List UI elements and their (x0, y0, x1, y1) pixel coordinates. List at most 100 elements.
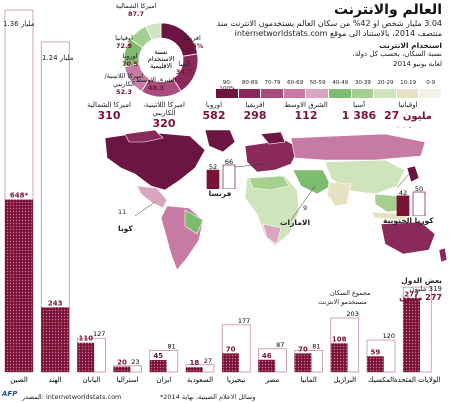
country-label: البرازيل (333, 376, 356, 384)
legend-subtitle: نسبة السكان، بحسب كل دولة، (352, 50, 442, 58)
cuba-value: 11 (118, 208, 127, 216)
china-pop-label: 1.36 مليار (3, 20, 35, 28)
users-bar (41, 307, 70, 372)
country-label: المانيا (300, 376, 317, 384)
population-bar-label: 81 (167, 342, 175, 350)
users-bar-label: 277 (404, 290, 419, 298)
scale-label: 0-9 (426, 80, 436, 86)
korea-label: كوريا الجنوبية (383, 216, 434, 225)
scale-label: 50-59 (309, 80, 326, 86)
scale-swatch (216, 89, 238, 98)
donut-labels: اميركا الشمالية 87.7 اوقيانيا 72.9 اوروبا 70.… (90, 0, 220, 100)
france-block: 52 66 فرنسا (205, 157, 236, 198)
uae-pointer (290, 185, 316, 221)
scale-swatch (238, 89, 261, 98)
inset-bar-value: 66 (225, 158, 233, 166)
scale-swatch (261, 89, 283, 98)
users-bar-label: 243 (48, 299, 63, 307)
region-value: 1 386 (341, 109, 377, 122)
scale-label: 30-39 (354, 80, 371, 86)
scale-label: 40-49 (332, 80, 349, 86)
intro-text: 3.04 مليار شخص او 42% من سكان العالم يست… (216, 19, 442, 38)
footer-note: *وسائل الاعلام الصينية، نهاية 2014 (160, 393, 256, 401)
region-item: آسيا 1 386 (337, 101, 381, 122)
donut-slice-label: آسيا 34.7 (160, 60, 208, 76)
users-bar (186, 367, 203, 372)
uae-label: الامارات (280, 218, 311, 227)
region-value: 320 (152, 117, 176, 130)
users-bar-label: 20 (117, 359, 127, 367)
world-map (85, 128, 450, 273)
donut-chart: نسبة الاستخدام الاقليمية (123, 22, 199, 98)
donut-slice-pct: 34.7 (175, 68, 193, 76)
region-value: 112 (294, 109, 318, 122)
donut-slice-label: اميركا الشمالية 87.7 (112, 2, 160, 18)
bar-legend: بعض الدول 319 مليون 277 مليون (322, 276, 442, 302)
region-item: اميركا الشمالية 310 (85, 101, 133, 122)
users-bar-label: 70 (298, 345, 308, 353)
canada-north-shape (124, 129, 164, 143)
scale-label: 60-69 (287, 80, 304, 86)
scale-label: 70-79 (264, 80, 281, 86)
users-bar (77, 342, 95, 372)
region-item: افريقيا 298 (235, 101, 275, 122)
country-label: الصين (10, 376, 28, 384)
new-zealand-shape (438, 247, 448, 263)
uae-block: الامارات (280, 218, 310, 227)
page-title: العالم والانترنت (333, 2, 442, 18)
cuba-block: 11 كوبا (118, 208, 133, 233)
country-label: استراليا (117, 376, 139, 384)
cuba-label: كوبا (118, 224, 133, 233)
users-value: 277 مليون (399, 293, 442, 302)
population-bar-label: 23 (131, 358, 139, 366)
scale-label: 80-89 (241, 80, 258, 86)
donut-slice-pct: 70.5 (121, 60, 139, 68)
country-label: الولايات المتحدة (394, 376, 441, 384)
europe-shape (244, 139, 300, 173)
users-bar-label: 45 (153, 352, 163, 360)
korea-bars: 42 50 (395, 184, 435, 217)
region-name: اوروبا (205, 101, 223, 109)
region-value: 310 (97, 109, 121, 122)
donut-slice-pct: 48.3 (147, 84, 165, 92)
users-bar-label: 59 (371, 348, 381, 356)
country-label: الهند (49, 376, 62, 384)
bar-legend-header: بعض الدول (401, 276, 442, 285)
population-legend-label: مجموع السكان (330, 289, 371, 297)
users-bar (330, 343, 348, 372)
users-bar-label: 70 (226, 345, 236, 353)
donut-slice-name: اوقيانيا (115, 34, 133, 42)
users-bar (5, 199, 33, 372)
population-bar-label: 27 (204, 357, 212, 365)
scale-swatch (396, 89, 419, 98)
greenland-shape (204, 129, 236, 153)
uae-value: 9 (303, 204, 308, 212)
users-bar-label: 648* (10, 192, 29, 200)
donut-slice-label: افريقيا 26.5% (168, 34, 216, 50)
inset-bar-value: 52 (209, 163, 217, 171)
donut-slice-name: اميركا اللاتينية/ الكاريبي (104, 72, 144, 88)
region-name: اوقيانيا (398, 101, 418, 109)
korea-block: 42 50 كوريا الجنوبية (383, 184, 435, 225)
users-bar (294, 353, 312, 372)
india-pop-label: 1.24 مليار (42, 54, 74, 62)
south-africa-shape (262, 223, 282, 245)
region-name: افريقيا (245, 101, 265, 109)
japan-shape (406, 165, 420, 183)
donut-slice-name: افريقيا (183, 34, 201, 42)
mexico-shape (136, 185, 168, 209)
region-name: آسيا (352, 101, 366, 109)
donut-slice-name: آسيا (178, 60, 190, 68)
inset-bar-value: 50 (415, 185, 423, 193)
users-bar-label: 110 (78, 335, 93, 343)
scale-label: 10-19 (400, 80, 417, 86)
population-bar-label: 81 (312, 342, 320, 350)
population-bar-label: 87 (276, 341, 284, 349)
country-label: مصر (265, 376, 280, 384)
india-shape (326, 181, 352, 207)
users-bar-label: 46 (262, 352, 272, 360)
users-legend-label: مستخدمو الانترنت (318, 298, 367, 306)
scale-swatch (419, 89, 441, 98)
